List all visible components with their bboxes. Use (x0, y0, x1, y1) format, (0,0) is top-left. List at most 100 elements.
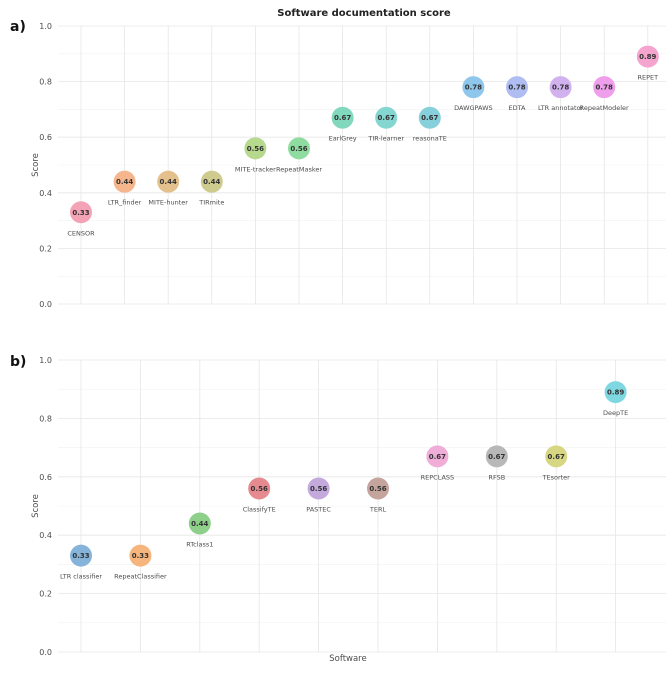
panel-b-point-value-label: 0.33 (132, 552, 149, 560)
panel-b-point-name-label: LTR classifier (60, 573, 102, 581)
panel-a-point-value-label: 0.33 (72, 209, 89, 217)
panel-a-point: 0.78 EDTA (506, 76, 528, 112)
panel-b-point-name-label: TEsorter (542, 473, 571, 481)
panel-b-point-value-label: 0.44 (191, 520, 208, 528)
panel-a-point-marker (157, 170, 180, 193)
panel-b-point-name-label: TERL (369, 505, 387, 513)
panel-b-point: 0.33 RepeatClassifier (114, 544, 167, 581)
panel-b-point-marker (485, 445, 508, 468)
panel-b-point-value-label: 0.67 (488, 453, 505, 461)
panel-a-point-marker (288, 137, 310, 160)
panel-b-point: 0.67 TEsorter (542, 445, 571, 481)
panel-a-point: 0.89 REPET (636, 45, 659, 82)
panel-a: a) Score 0.0 0.2 0.4 0.6 0.8 1.0 0.33 CENSOR 0.4… (10, 19, 666, 309)
panel-a-point: 0.78 DAWGPAWS (454, 76, 493, 112)
panel-a-point-name-label: RepeatModeler (580, 104, 629, 112)
panel-a-point-marker (636, 45, 659, 68)
panel-b-point-value-label: 0.67 (548, 453, 565, 461)
panel-a-point-name-label: MITE-tracker (235, 165, 276, 173)
panel-a-point: 0.44 MITE-hunter (148, 170, 188, 207)
panel-a-y-tick-label: 0.0 (39, 300, 52, 309)
panel-a-point-value-label: 0.67 (421, 114, 438, 122)
panel-a-point-name-label: reasonaTE (413, 135, 447, 143)
panel-a-point-marker (462, 76, 485, 99)
panel-b-y-tick-label: 0.8 (39, 414, 52, 423)
panel-b-y-tick-label: 1.0 (39, 356, 52, 365)
panel-b-point: 0.33 LTR classifier (60, 544, 102, 581)
panel-a-point-value-label: 0.67 (378, 114, 395, 122)
panel-a-point-name-label: EarlGrey (329, 135, 357, 143)
panel-b: b) Score Software 0.0 0.2 0.4 0.6 0.8 1.0 0.33… (10, 354, 666, 664)
panel-a-point-marker (113, 170, 136, 193)
panel-a-point: 0.44 LTR_finder (108, 170, 142, 207)
panel-a-y-tick-label: 0.2 (39, 244, 52, 253)
panel-b-label: b) (10, 354, 26, 370)
panel-a-point-value-label: 0.56 (247, 145, 264, 153)
panel-a-point-value-label: 0.56 (290, 145, 307, 153)
panel-a-point-name-label: MITE-hunter (148, 199, 188, 207)
panel-a-point-marker (418, 106, 441, 129)
panel-b-point-value-label: 0.33 (72, 552, 89, 560)
panel-a-point-marker (200, 170, 223, 193)
panel-b-point-name-label: RepeatClassifier (114, 573, 167, 581)
panel-b-point-marker (188, 512, 211, 535)
panel-a-point: 0.67 TIR-learner (367, 106, 404, 143)
panel-a-point-value-label: 0.78 (465, 84, 482, 92)
panel-a-point-name-label: DAWGPAWS (454, 104, 493, 112)
panel-a-point: 0.33 CENSOR (67, 201, 95, 237)
panel-a-point: 0.67 EarlGrey (329, 106, 357, 143)
panel-b-point-name-label: RFSB (488, 473, 505, 481)
panel-b-point: 0.67 REPCLASS (421, 445, 455, 481)
panel-b-y-tick-label: 0.6 (39, 473, 52, 482)
panel-b-point-marker (426, 445, 449, 468)
panel-a-point-name-label: TIRmite (198, 199, 224, 207)
panel-a-point-marker (506, 76, 528, 99)
panel-b-point-value-label: 0.56 (310, 485, 327, 493)
panel-b-point: 0.67 RFSB (485, 445, 508, 481)
panel-a-point-marker (549, 76, 572, 99)
panel-b-y-axis-title: Score (31, 494, 41, 518)
panel-b-point-marker (248, 477, 271, 500)
panel-a-point-name-label: EDTA (508, 104, 526, 112)
panel-a-point-name-label: LTR_finder (108, 199, 142, 207)
panel-a-point-value-label: 0.78 (596, 84, 613, 92)
panel-b-point-name-label: PASTEC (306, 505, 331, 513)
panel-a-point: 0.78 LTR annotator (538, 76, 584, 112)
panel-a-point-marker (593, 76, 616, 99)
panel-a-point-name-label: CENSOR (67, 229, 95, 237)
panel-a-y-axis-title: Score (31, 153, 41, 177)
panel-b-point: 0.56 PASTEC (306, 477, 331, 513)
panel-b-point-marker (307, 477, 330, 500)
panel-b-point-marker (129, 544, 152, 567)
panel-b-point: 0.56 TERL (367, 477, 389, 513)
panel-a-point: 0.56 MITE-tracker (235, 137, 276, 173)
panel-b-point: 0.44 RTclass1 (186, 512, 213, 549)
panel-b-y-tick-label: 0.4 (39, 531, 52, 540)
panel-b-point-marker (70, 544, 92, 567)
panel-b-y-tick-label: 0.0 (39, 648, 52, 657)
panel-a-point-value-label: 0.44 (116, 178, 133, 186)
panel-b-point-value-label: 0.56 (369, 485, 386, 493)
panel-b-point-marker (367, 477, 389, 500)
panel-b-point-name-label: ClassifyTE (243, 505, 276, 513)
panel-b-point-name-label: DeepTE (603, 409, 628, 417)
panel-a-point-name-label: LTR annotator (538, 104, 584, 112)
panel-a-point-marker (375, 106, 398, 129)
panel-b-point: 0.89 DeepTE (603, 381, 628, 417)
panel-a-y-tick-label: 1.0 (39, 22, 52, 31)
panel-a-y-tick-label: 0.8 (39, 78, 52, 87)
panel-a-point-name-label: TIR-learner (367, 135, 404, 143)
panel-a-point-value-label: 0.44 (160, 178, 177, 186)
panel-b-point-value-label: 0.67 (429, 453, 446, 461)
panel-b-point-marker (604, 381, 627, 404)
chart-title: Software documentation score (277, 8, 451, 19)
panel-b-gridlines (58, 359, 666, 653)
panel-b-point-name-label: REPCLASS (421, 473, 455, 481)
panel-a-gridlines (58, 25, 666, 305)
panel-b-point-name-label: RTclass1 (186, 541, 213, 549)
panel-a-point-marker (331, 106, 354, 129)
panel-a-point-name-label: RepeatMasker (276, 165, 322, 173)
panel-b-x-axis-title: Software (329, 654, 366, 664)
panel-b-y-tick-label: 0.2 (39, 590, 52, 599)
